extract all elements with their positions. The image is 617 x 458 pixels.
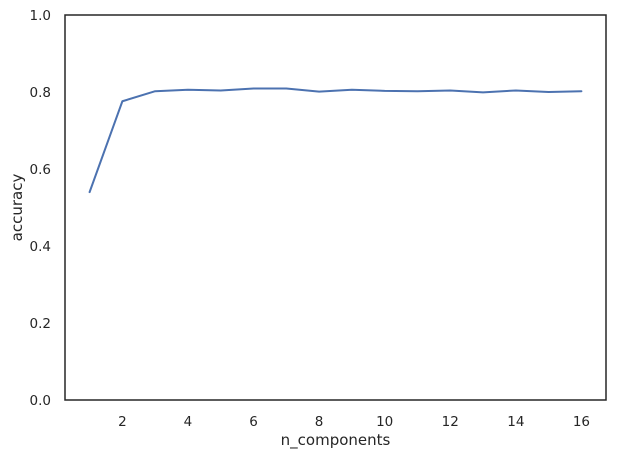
x-tick-label: 10 [376, 414, 393, 430]
y-tick-label: 0.4 [30, 239, 51, 255]
y-axis-ticks: 0.0 0.2 0.4 0.6 0.8 1.0 [30, 8, 51, 409]
x-tick-label: 16 [573, 414, 590, 430]
plot-area [64, 14, 607, 401]
y-tick-label: 1.0 [30, 8, 51, 24]
y-tick-label: 0.2 [30, 316, 51, 332]
x-axis-label: n_components [281, 431, 391, 450]
y-axis-label: accuracy [8, 174, 26, 242]
x-tick-label: 4 [184, 414, 193, 430]
y-tick-label: 0.6 [30, 162, 51, 178]
x-tick-label: 2 [118, 414, 127, 430]
series-line-accuracy [88, 87, 583, 194]
x-axis-ticks: 2 4 6 8 10 12 14 16 [118, 414, 590, 430]
plot-frame [64, 14, 607, 401]
y-tick-label: 0.8 [30, 85, 51, 101]
x-tick-label: 6 [249, 414, 258, 430]
x-tick-label: 14 [507, 414, 524, 430]
y-tick-label: 0.0 [30, 393, 51, 409]
x-tick-label: 8 [315, 414, 324, 430]
x-tick-label: 12 [442, 414, 459, 430]
